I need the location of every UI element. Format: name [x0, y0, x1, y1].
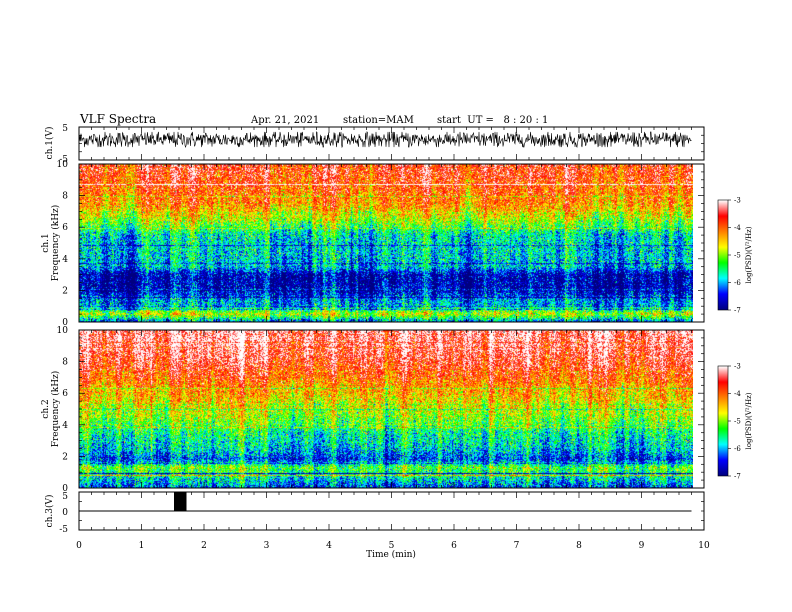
ch3-ytick-5: 5: [62, 492, 68, 502]
ch1-waveform-panel: 5 -5 ch.1(V): [44, 124, 705, 165]
colorbar-ticklabel: -6: [734, 279, 741, 287]
time-ticklabel: 2: [201, 541, 207, 551]
time-ticklabel: 5: [389, 541, 395, 551]
ch1-colorbar-gradient: [718, 200, 728, 310]
ch1-spectrogram-ticks: [78, 163, 705, 323]
time-ticklabel: 10: [698, 541, 710, 551]
figure-title: VLF Spectra: [79, 112, 156, 126]
ch2-colorbar: -3 -4 -5 -6 -7 log(PSD)(V²/Hz): [717, 363, 753, 481]
ch2-colorbar-ticks: -3 -4 -5 -6 -7: [728, 363, 741, 481]
time-ticklabel: 6: [451, 541, 457, 551]
header-start-time: start UT = 8 : 20 : 1: [437, 115, 548, 126]
ch1-ytick-5: 5: [62, 124, 68, 134]
colorbar-ticklabel: -3: [734, 363, 741, 371]
colorbar-ticklabel: -7: [734, 473, 741, 481]
freq-ticklabel: 4: [62, 421, 68, 431]
ch2-spectrogram-image: [79, 330, 693, 488]
ch1-spectrogram-ylabel-frequency: Frequency (kHz): [50, 205, 61, 282]
ch3-pulse-mark: [174, 492, 187, 511]
ch1-waveform-ticks: [78, 126, 705, 161]
header-date: Apr. 21, 2021: [250, 115, 319, 126]
ch3-waveform-ticks: [78, 491, 705, 531]
ch2-spectrogram-ylabel-channel: ch.2: [41, 399, 51, 418]
ch2-spectrogram-ticks: [78, 329, 705, 489]
time-ticklabel: 0: [76, 541, 82, 551]
colorbar-ticklabel: -4: [734, 390, 741, 398]
ch1-colorbar-ticks: -3 -4 -5 -6 -7: [728, 197, 741, 315]
freq-ticklabel: 10: [57, 326, 69, 336]
ch1-spectrogram-panel: 0 2 4 6 8 10 ch.1 Frequency (kHz): [41, 160, 705, 328]
freq-ticklabel: 6: [62, 389, 68, 399]
freq-ticklabel: 8: [62, 358, 68, 368]
colorbar-ticklabel: -5: [734, 418, 741, 426]
ch2-spectrogram-yticklabels: 0 2 4 6 8 10: [57, 326, 69, 494]
freq-ticklabel: 10: [57, 160, 69, 170]
freq-ticklabel: 2: [62, 286, 68, 296]
freq-ticklabel: 8: [62, 192, 68, 202]
colorbar-ticklabel: -5: [734, 252, 741, 260]
ch2-colorbar-gradient: [718, 366, 728, 476]
ch1-spectrogram-image: [79, 164, 693, 322]
ch1-spectrogram-ylabel-channel: ch.1: [41, 233, 51, 252]
colorbar-ticklabel: -3: [734, 197, 741, 205]
time-ticklabel: 1: [139, 541, 145, 551]
time-ticklabel: 4: [326, 541, 332, 551]
ch2-spectrogram-panel: 0 2 4 6 8 10 ch.2 Frequency (kHz): [41, 326, 705, 494]
ch3-ytick-0: 0: [62, 508, 68, 518]
ch2-spectrogram-ylabel-frequency: Frequency (kHz): [50, 371, 61, 448]
ch1-spectrogram-yticklabels: 0 2 4 6 8 10: [57, 160, 69, 328]
ch3-waveform-panel: 5 0 -5 ch.3(V) 0 1 2 3 4 5 6 7 8 9 10 Time (min): [44, 491, 710, 560]
ch1-colorbar: -3 -4 -5 -6 -7 log(PSD)(V²/Hz): [717, 197, 753, 315]
ch3-waveform-ylabel: ch.3(V): [44, 495, 55, 528]
time-axis-label: Time (min): [366, 549, 416, 560]
time-ticklabel: 8: [576, 541, 582, 551]
colorbar-ticklabel: -7: [734, 307, 741, 315]
ch1-waveform-ylabel: ch.1(V): [44, 127, 55, 160]
ch1-colorbar-label: log(PSD)(V²/Hz): [745, 226, 753, 283]
freq-ticklabel: 2: [62, 452, 68, 462]
ch2-colorbar-label: log(PSD)(V²/Hz): [745, 392, 753, 449]
freq-ticklabel: 4: [62, 255, 68, 265]
colorbar-ticklabel: -6: [734, 445, 741, 453]
freq-ticklabel: 6: [62, 223, 68, 233]
ch1-waveform-trace: [79, 131, 692, 149]
time-ticklabel: 3: [264, 541, 270, 551]
time-ticklabel: 7: [514, 541, 520, 551]
time-axis-ticklabels: 0 1 2 3 4 5 6 7 8 9 10: [76, 541, 710, 551]
header-station: station=MAM: [343, 115, 414, 126]
freq-ticklabel: 0: [62, 484, 68, 494]
colorbar-ticklabel: -4: [734, 224, 741, 232]
time-ticklabel: 9: [639, 541, 645, 551]
ch3-ytick-neg5: -5: [59, 525, 68, 535]
ch1-ytick-neg5: -5: [59, 155, 68, 165]
freq-ticklabel: 0: [62, 318, 68, 328]
